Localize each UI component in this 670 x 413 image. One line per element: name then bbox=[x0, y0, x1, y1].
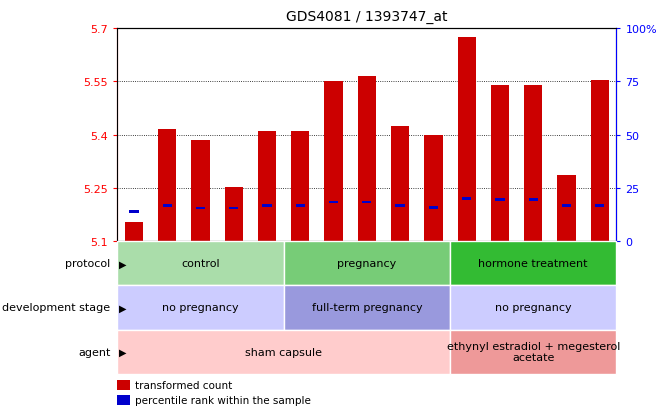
Bar bbox=[258, 132, 276, 242]
Bar bbox=[424, 135, 442, 242]
Bar bbox=[562, 205, 571, 207]
Bar bbox=[395, 205, 405, 207]
Bar bbox=[429, 206, 438, 209]
Bar bbox=[557, 176, 576, 242]
Bar bbox=[295, 205, 305, 207]
Bar bbox=[329, 202, 338, 204]
Bar bbox=[224, 188, 243, 242]
Bar bbox=[450, 286, 616, 330]
Bar bbox=[117, 242, 283, 286]
Text: ▶: ▶ bbox=[119, 347, 126, 357]
Bar bbox=[283, 286, 450, 330]
Bar bbox=[591, 80, 609, 242]
Bar bbox=[192, 140, 210, 242]
Bar bbox=[595, 205, 604, 207]
Bar bbox=[391, 126, 409, 242]
Bar bbox=[462, 198, 471, 200]
Bar bbox=[524, 85, 542, 242]
Text: no pregnancy: no pregnancy bbox=[162, 303, 239, 313]
Bar bbox=[117, 286, 283, 330]
Bar bbox=[450, 330, 616, 374]
Text: ▶: ▶ bbox=[119, 259, 126, 268]
Bar bbox=[358, 77, 376, 242]
Bar bbox=[163, 205, 172, 207]
Bar bbox=[129, 211, 139, 214]
Text: percentile rank within the sample: percentile rank within the sample bbox=[135, 396, 311, 406]
Text: no pregnancy: no pregnancy bbox=[495, 303, 572, 313]
Bar bbox=[158, 130, 176, 242]
Bar bbox=[117, 330, 450, 374]
Bar bbox=[495, 199, 505, 201]
Bar bbox=[458, 38, 476, 242]
Text: ethynyl estradiol + megesterol
acetate: ethynyl estradiol + megesterol acetate bbox=[446, 341, 620, 363]
Text: GDS4081 / 1393747_at: GDS4081 / 1393747_at bbox=[286, 10, 448, 24]
Bar bbox=[291, 132, 310, 242]
Bar bbox=[117, 380, 130, 389]
Bar bbox=[324, 82, 342, 242]
Bar bbox=[491, 85, 509, 242]
Text: ▶: ▶ bbox=[119, 303, 126, 313]
Bar bbox=[362, 202, 371, 204]
Bar bbox=[450, 242, 616, 286]
Text: full-term pregnancy: full-term pregnancy bbox=[312, 303, 422, 313]
Bar bbox=[196, 207, 205, 210]
Bar bbox=[229, 207, 239, 210]
Bar bbox=[117, 396, 130, 406]
Text: agent: agent bbox=[78, 347, 111, 357]
Bar bbox=[263, 205, 271, 207]
Text: development stage: development stage bbox=[3, 303, 111, 313]
Text: protocol: protocol bbox=[65, 259, 111, 268]
Text: control: control bbox=[181, 259, 220, 268]
Text: hormone treatment: hormone treatment bbox=[478, 259, 588, 268]
Text: transformed count: transformed count bbox=[135, 380, 232, 389]
Bar bbox=[125, 222, 143, 242]
Bar bbox=[283, 242, 450, 286]
Bar bbox=[529, 199, 538, 201]
Text: pregnancy: pregnancy bbox=[337, 259, 397, 268]
Text: sham capsule: sham capsule bbox=[245, 347, 322, 357]
